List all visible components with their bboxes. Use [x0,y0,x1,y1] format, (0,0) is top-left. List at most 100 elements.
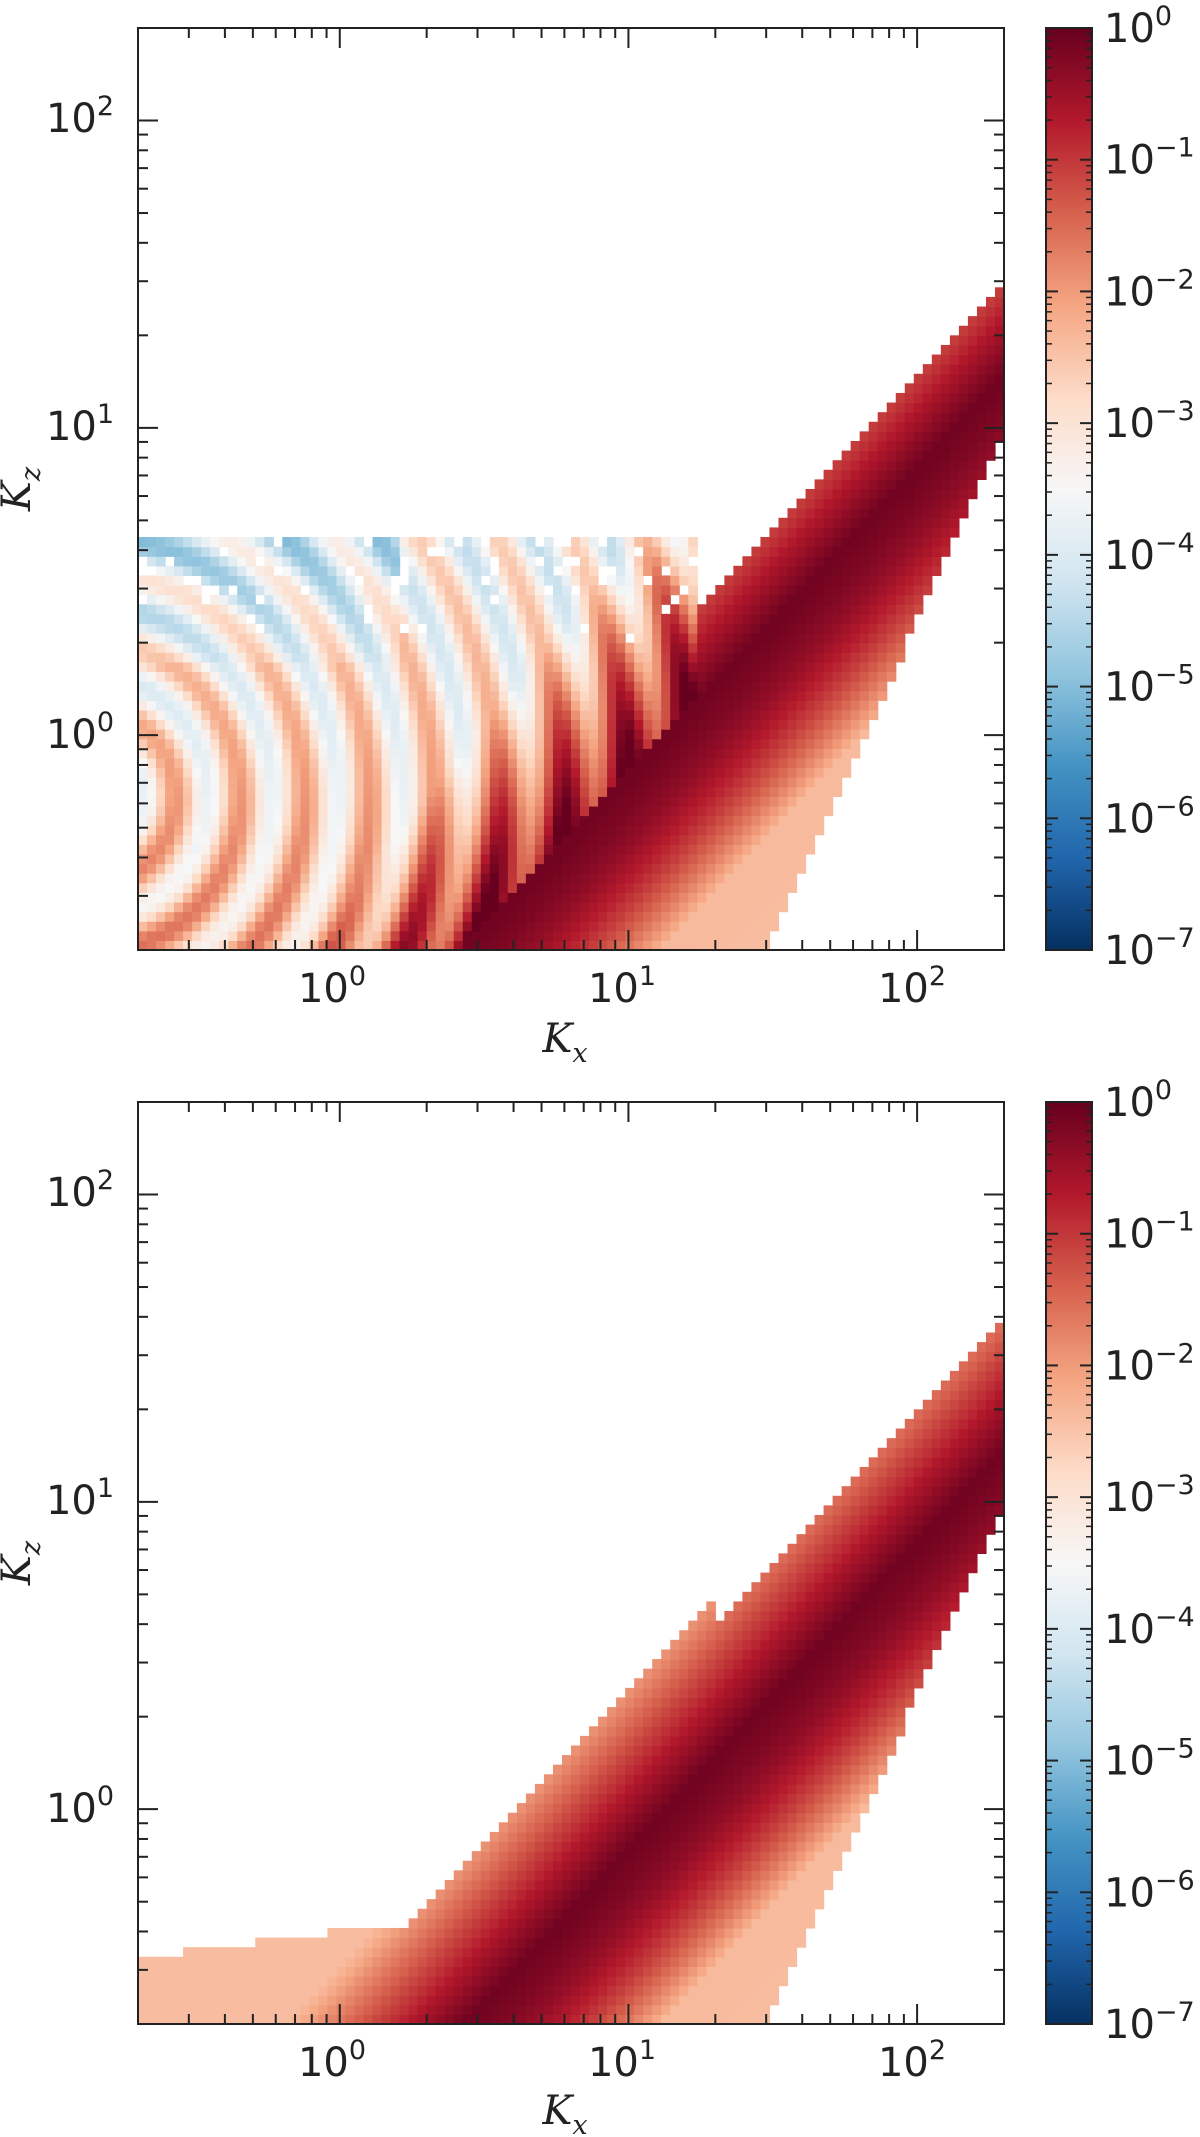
heatmap-cell [264,921,274,932]
heatmap-cell [345,537,356,548]
heatmap-cell [444,1975,455,1987]
heatmap-cell [255,757,265,769]
heatmap-cell [453,1956,464,1967]
heatmap-cell [228,930,238,941]
heatmap-cell [516,1822,527,1833]
heatmap-cell [598,1841,608,1852]
heatmap-cell [372,546,383,557]
heatmap-cell [904,383,915,394]
heatmap-cell [589,796,599,807]
heatmap-cell [363,556,374,567]
heatmap-cell [228,700,238,711]
heatmap-cell [616,805,626,817]
heatmap-cell [589,1870,599,1881]
heatmap-cell [931,450,942,461]
heatmap-cell [183,537,193,548]
heatmap-cell [318,594,329,605]
heatmap-cell [643,2004,653,2015]
heatmap-cell [616,1735,626,1747]
heatmap-cell [751,633,762,644]
heatmap-cell [769,546,780,557]
heatmap-cell [498,1889,509,1900]
heatmap-cell [453,921,464,932]
heatmap-cell [598,738,608,749]
heatmap-cell [408,690,419,701]
heatmap-cell [688,709,698,721]
heatmap-cell [336,1956,347,1967]
heatmap-cell [507,633,518,644]
heatmap-cell [994,344,1005,356]
heatmap-cell [246,642,256,653]
heatmap-cell [589,863,599,874]
heatmap-cell [363,834,374,845]
heatmap-cell [471,661,482,673]
heatmap-cell [715,757,725,769]
heatmap-cell [607,1947,617,1958]
heatmap-cell [372,633,383,644]
heatmap-cell [670,1899,680,1910]
heatmap-cell [138,748,148,759]
heatmap-cell [471,604,482,615]
heatmap-cell [661,834,671,845]
heatmap-cell [516,815,527,826]
heatmap-cell [679,757,689,769]
heatmap-cell [625,575,635,586]
heatmap-cell [805,556,816,567]
heatmap-cell [751,623,762,634]
heatmap-cell [462,729,473,740]
heatmap-cell [183,604,193,615]
heatmap-cell [201,1985,211,1996]
heatmap-cell [255,1995,265,2006]
heatmap-cell [327,805,338,817]
heatmap-cell [616,1755,626,1766]
heatmap-cell [571,690,581,701]
heatmap-cell [679,546,689,557]
heatmap-cell [561,1889,572,1900]
heatmap-cell [769,575,780,586]
heatmap-cell [417,556,428,567]
y-axis-label-top: Kz [0,466,47,512]
heatmap-cell [489,1908,500,1919]
heatmap-cell [363,796,374,807]
heatmap-cell [715,681,725,692]
heatmap-cell [706,613,716,625]
heatmap-cell [219,901,229,913]
heatmap-cell [363,690,374,701]
heatmap-cell [643,1889,653,1900]
heatmap-cell [327,882,338,893]
heatmap-cell [417,546,428,557]
heatmap-cell [868,652,879,663]
heatmap-cell [516,825,527,836]
heatmap-cell [291,2004,301,2015]
heatmap-cell [165,2014,175,2025]
heatmap-cell [147,815,157,826]
heatmap-cell [625,815,635,826]
heatmap-cell [453,901,464,913]
heatmap-cell [697,671,707,682]
heatmap-cell [336,786,347,797]
heatmap-cell [246,873,256,884]
heatmap-cell [769,613,780,625]
heatmap-cell [823,786,834,797]
heatmap-cell [345,1966,356,1977]
heatmap-cell [859,527,870,538]
heatmap-cell [237,709,247,721]
heatmap-cell [625,930,635,941]
heatmap-cell [498,1956,509,1967]
heatmap-cell [661,585,671,596]
heatmap-cell [787,796,798,807]
heatmap-cell [201,604,211,615]
heatmap-cell [453,700,464,711]
heatmap-cell [895,508,906,519]
heatmap-cell [453,786,464,797]
heatmap-cell [571,1908,581,1919]
heatmap-cell [598,613,608,625]
heatmap-cell [796,805,807,817]
heatmap-cell [336,777,347,788]
heatmap-cell [246,1947,256,1958]
heatmap-cell [751,546,762,557]
heatmap-cell [282,921,292,932]
heatmap-cell [715,671,725,682]
heatmap-cell [228,853,238,865]
heatmap-cell [868,556,879,567]
